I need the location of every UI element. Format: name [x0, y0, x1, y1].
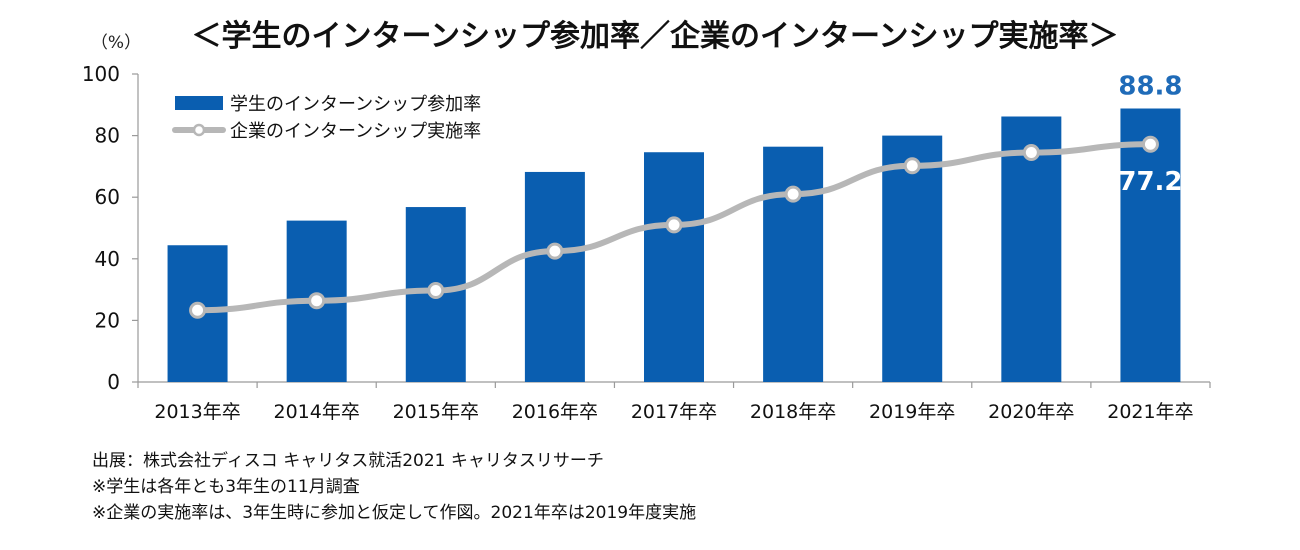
- bar: [1120, 108, 1181, 382]
- line-point: [427, 282, 445, 300]
- line-point: [1141, 135, 1159, 153]
- bar: [882, 135, 943, 382]
- x-tick-label: 2014年卒: [273, 401, 359, 423]
- x-tick-label: 2020年卒: [988, 401, 1074, 423]
- y-tick-label: 0: [107, 370, 120, 394]
- bar: [524, 171, 585, 382]
- x-tick-label: 2018年卒: [750, 401, 836, 423]
- y-tick-label: 80: [95, 124, 120, 148]
- axes: 0 20 40 60 80 100 2013年卒 2014年卒 2015年卒 2016年卒 2017…: [82, 62, 1211, 423]
- line-series: [189, 135, 1159, 319]
- y-axis-unit: （%）: [91, 33, 141, 53]
- legend-swatch-bar: [175, 96, 223, 110]
- line-point: [308, 292, 326, 310]
- bar-series: [167, 108, 1181, 382]
- bar: [763, 146, 824, 382]
- y-tick-label: 60: [95, 185, 120, 209]
- source-note: 出展：株式会社ディスコ キャリタス就活2021 キャリタスリサーチ: [92, 451, 604, 471]
- data-label: 77.2: [1118, 167, 1182, 197]
- x-tick-label: 2016年卒: [512, 401, 598, 423]
- source-notes: 出展：株式会社ディスコ キャリタス就活2021 キャリタスリサーチ ※学生は各年…: [92, 448, 696, 526]
- legend-swatch-point: [192, 123, 206, 137]
- x-tick-label: 2021年卒: [1107, 401, 1193, 423]
- footnote-company: ※企業の実施率は、3年生時に参加と仮定して作図。2021年卒は2019年度実施: [92, 503, 697, 523]
- y-tick-label: 40: [95, 247, 120, 271]
- line-point: [1022, 144, 1040, 162]
- y-tick-label: 20: [95, 308, 120, 332]
- chart-title: ＜学生のインターンシップ参加率／企業のインターンシップ実施率＞: [192, 19, 1119, 54]
- line-point: [189, 301, 207, 319]
- bar: [644, 152, 704, 382]
- line-point: [784, 185, 802, 203]
- footnote-student: ※学生は各年とも3年生の11月調査: [92, 477, 360, 497]
- line-point: [665, 216, 683, 234]
- legend-label: 企業のインターンシップ実施率: [230, 121, 481, 142]
- data-label: 88.8: [1118, 71, 1182, 101]
- legend-label: 学生のインターンシップ参加率: [230, 94, 481, 115]
- x-tick-label: 2015年卒: [393, 401, 479, 423]
- data-labels: 88.8 77.2: [1118, 71, 1182, 197]
- x-tick-label: 2017年卒: [631, 401, 717, 423]
- line-point: [903, 157, 921, 175]
- y-tick-label: 100: [82, 62, 120, 86]
- x-tick-label: 2013年卒: [154, 401, 240, 423]
- line-point: [546, 242, 564, 260]
- x-tick-label: 2019年卒: [869, 401, 955, 423]
